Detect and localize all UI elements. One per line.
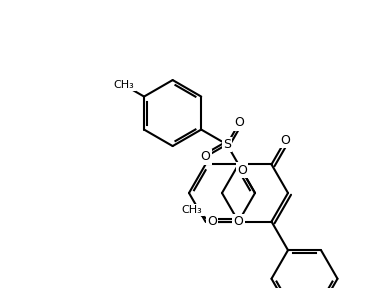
Text: O: O — [234, 215, 243, 228]
Text: CH₃: CH₃ — [114, 80, 134, 90]
Text: O: O — [237, 164, 247, 177]
Text: S: S — [223, 138, 231, 151]
Text: O: O — [207, 215, 217, 228]
Text: O: O — [201, 150, 210, 163]
Text: O: O — [234, 116, 244, 130]
Text: CH₃: CH₃ — [182, 205, 203, 215]
Text: O: O — [281, 134, 291, 147]
